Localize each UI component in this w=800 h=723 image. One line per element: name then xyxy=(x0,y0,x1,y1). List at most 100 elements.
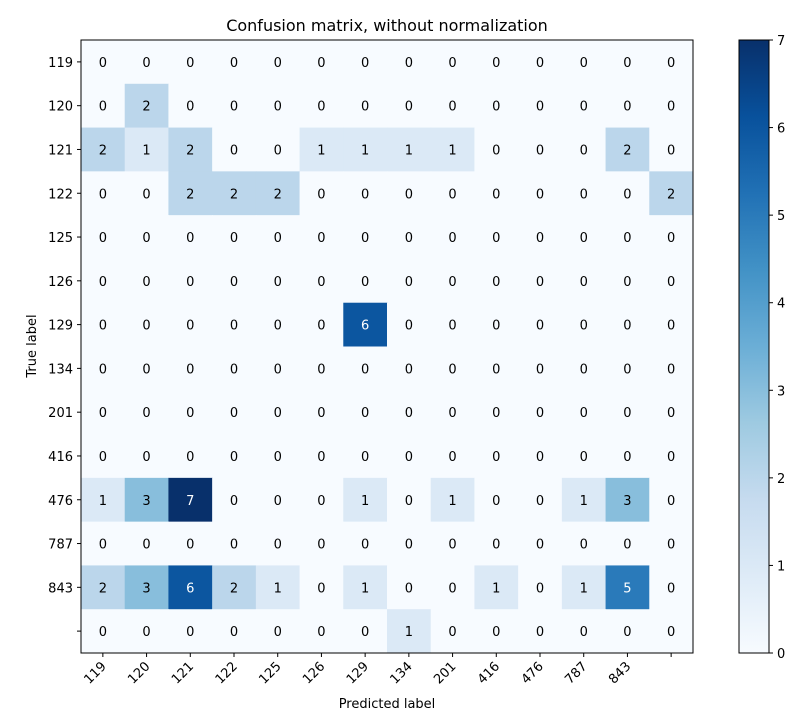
heatmap-cell xyxy=(561,434,607,479)
heatmap-cell xyxy=(255,434,301,479)
cell-value-label: 0 xyxy=(536,362,544,377)
y-tick-label: 843 xyxy=(48,581,73,596)
heatmap-cell xyxy=(430,83,475,129)
heatmap-cell xyxy=(649,434,694,479)
heatmap-cell xyxy=(649,171,694,216)
heatmap-cell xyxy=(299,215,344,260)
cell-value-label: 0 xyxy=(623,100,631,115)
heatmap-cell xyxy=(343,302,388,347)
cell-value-label: 2 xyxy=(274,187,282,202)
cell-value-label: 0 xyxy=(448,56,456,71)
heatmap-cell xyxy=(81,83,126,129)
heatmap-cell xyxy=(387,434,432,479)
heatmap-cell xyxy=(299,83,344,129)
heatmap-cell xyxy=(474,609,519,654)
heatmap-cell xyxy=(649,127,694,172)
heatmap-cell xyxy=(561,171,607,216)
heatmap-cell xyxy=(81,171,126,216)
colorbar-tick-label: 5 xyxy=(777,209,785,224)
heatmap-cell xyxy=(212,171,257,216)
cell-value-label: 0 xyxy=(536,231,544,246)
heatmap-cell xyxy=(343,609,388,654)
heatmap-cell xyxy=(387,477,432,523)
heatmap-cell xyxy=(299,302,344,347)
y-tick-label: 129 xyxy=(48,319,73,334)
cell-value-label: 0 xyxy=(230,406,238,421)
cell-value-label: 0 xyxy=(580,406,588,421)
heatmap-cell xyxy=(255,258,301,304)
cell-value-label: 0 xyxy=(580,319,588,334)
cell-value-label: 0 xyxy=(667,406,675,421)
cell-value-label: 1 xyxy=(142,143,150,158)
heatmap-cell xyxy=(387,258,432,304)
cell-value-label: 3 xyxy=(142,494,150,509)
cell-value-label: 2 xyxy=(667,187,675,202)
heatmap-cell xyxy=(605,521,650,566)
cell-value-label: 1 xyxy=(580,494,588,509)
y-axis-label: True label xyxy=(25,314,40,378)
cell-value-label: 0 xyxy=(317,56,325,71)
cell-value-label: 0 xyxy=(274,231,282,246)
heatmap-cells xyxy=(81,40,694,654)
cell-value-label: 0 xyxy=(99,231,107,246)
cell-value-label: 0 xyxy=(142,406,150,421)
heatmap-cell xyxy=(299,609,344,654)
colorbar-tick-label: 7 xyxy=(777,34,785,49)
heatmap-cell xyxy=(299,565,344,610)
heatmap-cell xyxy=(255,565,301,610)
y-tick-label: 134 xyxy=(48,362,73,377)
cell-value-label: 0 xyxy=(274,143,282,158)
cell-value-label: 0 xyxy=(667,143,675,158)
heatmap-cell xyxy=(430,346,475,391)
heatmap-cell xyxy=(387,127,432,172)
cell-value-label: 2 xyxy=(230,581,238,596)
y-tick-label: 120 xyxy=(48,100,73,115)
cell-value-label: 0 xyxy=(667,100,675,115)
cell-value-label: 0 xyxy=(580,100,588,115)
cell-value-label: 0 xyxy=(492,187,500,202)
heatmap-cell xyxy=(81,477,126,523)
cell-value-label: 0 xyxy=(99,56,107,71)
heatmap-cell xyxy=(561,215,607,260)
heatmap-cell xyxy=(168,609,213,654)
cell-value-label: 0 xyxy=(317,231,325,246)
heatmap-cell xyxy=(605,477,650,523)
cell-value-label: 0 xyxy=(448,187,456,202)
cell-value-label: 0 xyxy=(142,319,150,334)
colorbar-tick-label: 4 xyxy=(777,297,785,312)
cell-value-label: 6 xyxy=(186,581,194,596)
cell-value-label: 0 xyxy=(580,538,588,553)
heatmap-cell xyxy=(299,477,344,523)
cell-value-label: 1 xyxy=(361,581,369,596)
heatmap-cell xyxy=(561,477,607,523)
heatmap-cell xyxy=(387,346,432,391)
y-tick-label: 787 xyxy=(48,538,73,553)
cell-value-label: 0 xyxy=(667,231,675,246)
heatmap-cell xyxy=(212,346,257,391)
cell-value-label: 0 xyxy=(142,362,150,377)
heatmap-cell xyxy=(387,302,432,347)
cell-value-label: 0 xyxy=(317,275,325,290)
cell-value-label: 0 xyxy=(667,581,675,596)
cell-value-label: 0 xyxy=(186,625,194,640)
cell-value-label: 0 xyxy=(405,406,413,421)
heatmap-cell xyxy=(561,609,607,654)
heatmap-cell xyxy=(518,390,563,435)
heatmap-cell xyxy=(168,258,213,304)
heatmap-cell xyxy=(430,127,475,172)
heatmap-cell xyxy=(474,215,519,260)
heatmap-cell xyxy=(168,127,213,172)
heatmap-cell xyxy=(299,171,344,216)
heatmap-cell xyxy=(605,215,650,260)
cell-value-label: 0 xyxy=(492,362,500,377)
heatmap-cell xyxy=(518,127,563,172)
cell-value-label: 0 xyxy=(361,187,369,202)
cell-value-label: 1 xyxy=(580,581,588,596)
cell-value-label: 0 xyxy=(623,275,631,290)
heatmap-cell xyxy=(255,390,301,435)
cell-value-label: 1 xyxy=(448,494,456,509)
heatmap-cell xyxy=(212,83,257,129)
heatmap-cell xyxy=(561,521,607,566)
cell-value-label: 0 xyxy=(274,625,282,640)
cell-value-label: 2 xyxy=(186,143,194,158)
